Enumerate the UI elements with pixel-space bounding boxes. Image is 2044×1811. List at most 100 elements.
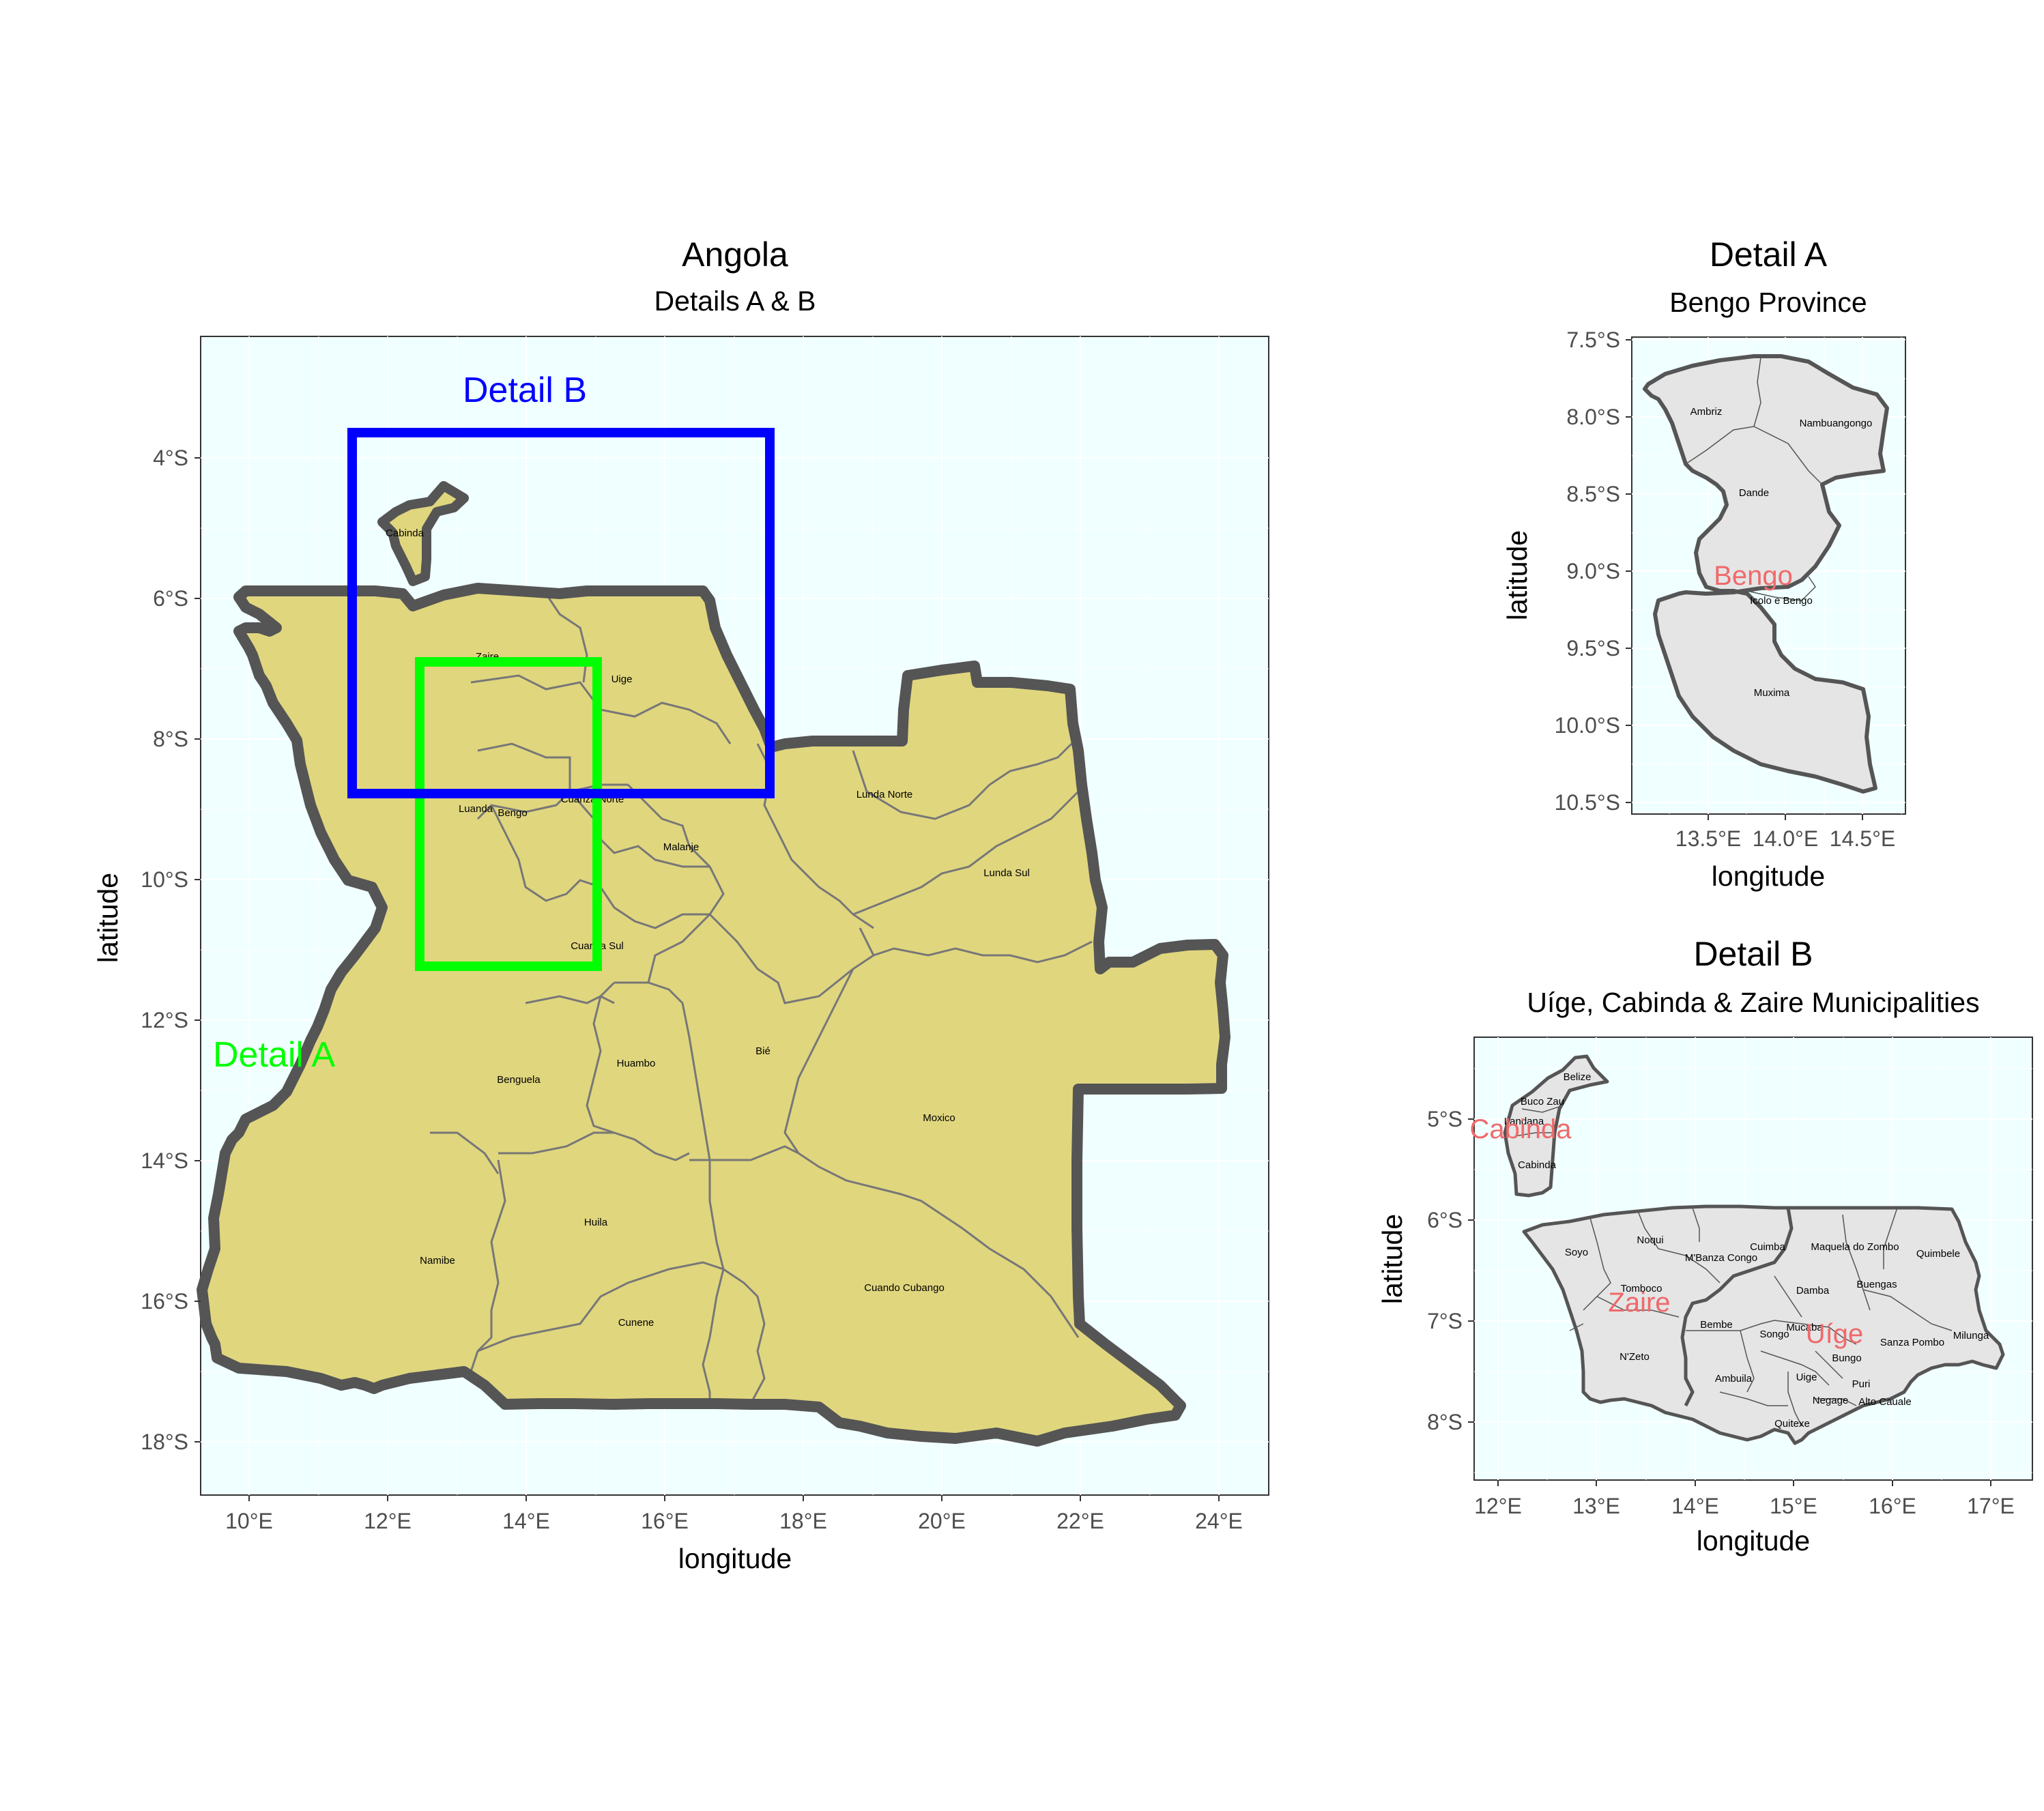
municipality-label-belize: Belize <box>1564 1071 1592 1083</box>
detail-a-y-tick-8-0: 8.0°S <box>1566 405 1620 429</box>
detail-b-cabinda-shape <box>1503 1054 1609 1198</box>
main-map-panel: Angola Details A & B <box>92 235 1269 1574</box>
detail-a-x-axis-title: longitude <box>1712 860 1825 892</box>
main-x-tick-18: 18°E <box>779 1509 827 1533</box>
province-label-uige: Uige <box>611 673 633 685</box>
detail-b-y-tick-6: 6°S <box>1427 1208 1463 1232</box>
province-label-cunene: Cunene <box>618 1317 654 1329</box>
municipality-label-tomboco: Tomboco <box>1621 1283 1662 1294</box>
detail-b-cabinda-label: Cabinda <box>1469 1114 1572 1144</box>
province-label-bengo: Bengo <box>498 807 527 819</box>
main-map-y-axis: 4°S 6°S 8°S 10°S 12°S 14°S 16°S 18°S lat… <box>92 446 201 1454</box>
municipality-label-soyo: Soyo <box>1565 1247 1588 1258</box>
main-y-tick-16: 16°S <box>141 1289 188 1314</box>
detail-b-x-axis: 12°E 13°E 14°E 15°E 16°E 17°E longitude <box>1474 1480 2015 1556</box>
province-label-cabinda: Cabinda <box>386 527 424 539</box>
main-y-tick-12: 12°S <box>141 1008 188 1032</box>
municipality-label-ambuila: Ambuila <box>1715 1373 1753 1385</box>
main-map-province-boundaries <box>430 593 1093 1404</box>
main-x-tick-10: 10°E <box>225 1509 273 1533</box>
province-label-huambo: Huambo <box>617 1058 656 1069</box>
detail-b-municipality-labels: Belize Buco Zau Landana Cabinda Soyo Noq… <box>1504 1071 1989 1430</box>
detail-b-subtitle: Uíge, Cabinda & Zaire Municipalities <box>1527 987 1979 1018</box>
municipality-label-icolo-e-bengo: Icolo e Bengo <box>1750 595 1813 607</box>
municipality-label-negage: Negage <box>1813 1395 1849 1406</box>
province-label-malanje: Malanje <box>663 841 700 853</box>
detail-b-rectangle <box>347 428 775 798</box>
detail-b-x-tick-15: 15°E <box>1770 1494 1817 1518</box>
detail-a-y-tick-10-5: 10.5°S <box>1555 790 1620 815</box>
main-y-tick-6: 6°S <box>153 586 188 611</box>
municipality-label-buco-zau: Buco Zau <box>1521 1096 1564 1107</box>
detail-a-x-tick-13-5: 13.5°E <box>1675 826 1741 851</box>
angola-border <box>197 583 1230 1447</box>
municipality-label-buengas: Buengas <box>1856 1279 1897 1290</box>
main-x-tick-16: 16°E <box>641 1509 689 1533</box>
detail-b-x-tick-13: 13°E <box>1572 1494 1620 1518</box>
province-label-namibe: Namibe <box>420 1255 455 1266</box>
detail-a-title: Detail A <box>1710 235 1828 274</box>
detail-a-label: Detail A <box>213 1035 336 1075</box>
main-x-tick-12: 12°E <box>364 1509 412 1533</box>
province-label-lunda-norte: Lunda Norte <box>857 789 913 800</box>
municipality-label-cuimba: Cuimba <box>1750 1241 1785 1253</box>
detail-b-y-tick-5: 5°S <box>1427 1107 1463 1131</box>
province-label-cuando-cubango: Cuando Cubango <box>864 1282 945 1294</box>
detail-a-y-tick-9-5: 9.5°S <box>1566 636 1620 661</box>
municipality-label-nambuangongo: Nambuangongo <box>1800 418 1873 429</box>
detail-b-province-boundary <box>1680 1207 1794 1407</box>
detail-a-y-axis: 7.5°S 8.0°S 8.5°S 9.0°S 9.5°S 10.0°S 10.… <box>1501 328 1632 815</box>
municipality-label-puri: Puri <box>1852 1378 1871 1390</box>
province-label-bie: Bié <box>755 1045 771 1057</box>
municipality-label-cabinda: Cabinda <box>1518 1159 1557 1171</box>
detail-a-y-tick-10-0: 10.0°S <box>1555 713 1620 738</box>
main-y-tick-10: 10°S <box>141 867 188 892</box>
detail-a-x-tick-14-0: 14.0°E <box>1753 826 1818 851</box>
detail-a-panel: Detail A Bengo Province <box>1501 235 1906 892</box>
province-label-luanda: Luanda <box>459 803 493 815</box>
bengo-province-label: Bengo <box>1714 561 1793 591</box>
municipality-label-sanza-pombo: Sanza Pombo <box>1880 1337 1944 1348</box>
detail-b-y-axis: 5°S 6°S 7°S 8°S latitude <box>1377 1107 1474 1434</box>
cabinda-exclave <box>377 481 469 586</box>
main-x-axis-title: longitude <box>678 1543 792 1574</box>
main-map-title: Angola <box>682 235 788 274</box>
detail-b-x-tick-12: 12°E <box>1474 1494 1522 1518</box>
main-x-tick-22: 22°E <box>1056 1509 1104 1533</box>
angola-mainland <box>202 588 1225 1441</box>
main-y-tick-8: 8°S <box>153 727 188 751</box>
province-label-lunda-sul: Lunda Sul <box>983 867 1030 879</box>
detail-b-municipality-boundaries <box>1569 1207 1953 1427</box>
province-label-huila: Huila <box>584 1217 608 1228</box>
detail-b-x-tick-17: 17°E <box>1967 1494 2015 1518</box>
detail-b-x-tick-16: 16°E <box>1869 1494 1916 1518</box>
detail-b-label: Detail B <box>463 371 587 410</box>
municipality-label-bembe: Bembe <box>1700 1319 1733 1331</box>
municipality-label-landana: Landana <box>1504 1116 1544 1127</box>
detail-b-cabinda-boundaries <box>1514 1105 1564 1137</box>
main-x-tick-20: 20°E <box>918 1509 966 1533</box>
municipality-label-mbanza-congo: M'Banza Congo <box>1685 1252 1757 1264</box>
detail-b-uige-label: Uíge <box>1806 1319 1864 1349</box>
detail-a-y-tick-8-5: 8.5°S <box>1566 482 1620 506</box>
detail-b-x-axis-title: longitude <box>1697 1525 1810 1556</box>
detail-b-zaire-label: Zaire <box>1608 1288 1670 1318</box>
detail-b-panel: Detail B Uíge, Cabinda & Zaire Municipal… <box>1377 935 2033 1556</box>
detail-a-y-axis-title: latitude <box>1501 530 1533 620</box>
detail-b-title: Detail B <box>1693 935 1813 973</box>
detail-a-municipality-labels: Ambriz Nambuangongo Dande Icolo e Bengo … <box>1690 406 1873 699</box>
detail-a-rectangle <box>415 657 602 971</box>
municipality-label-muxima: Muxima <box>1754 687 1790 699</box>
municipality-label-maquela-do-zombo: Maquela do Zombo <box>1811 1241 1899 1253</box>
municipality-label-milunga: Milunga <box>1953 1330 1989 1342</box>
detail-b-y-tick-8: 8°S <box>1427 1410 1463 1434</box>
municipality-label-quitexe: Quitexe <box>1774 1418 1810 1430</box>
detail-a-subtitle: Bengo Province <box>1669 287 1867 318</box>
municipality-label-alto-cauale: Alto Cauale <box>1858 1396 1912 1408</box>
detail-b-x-tick-14: 14°E <box>1671 1494 1719 1518</box>
main-x-tick-24: 24°E <box>1195 1509 1243 1533</box>
detail-a-x-tick-14-5: 14.5°E <box>1830 826 1895 851</box>
detail-b-y-axis-title: latitude <box>1377 1214 1408 1304</box>
municipality-label-noqui: Noqui <box>1637 1234 1663 1246</box>
